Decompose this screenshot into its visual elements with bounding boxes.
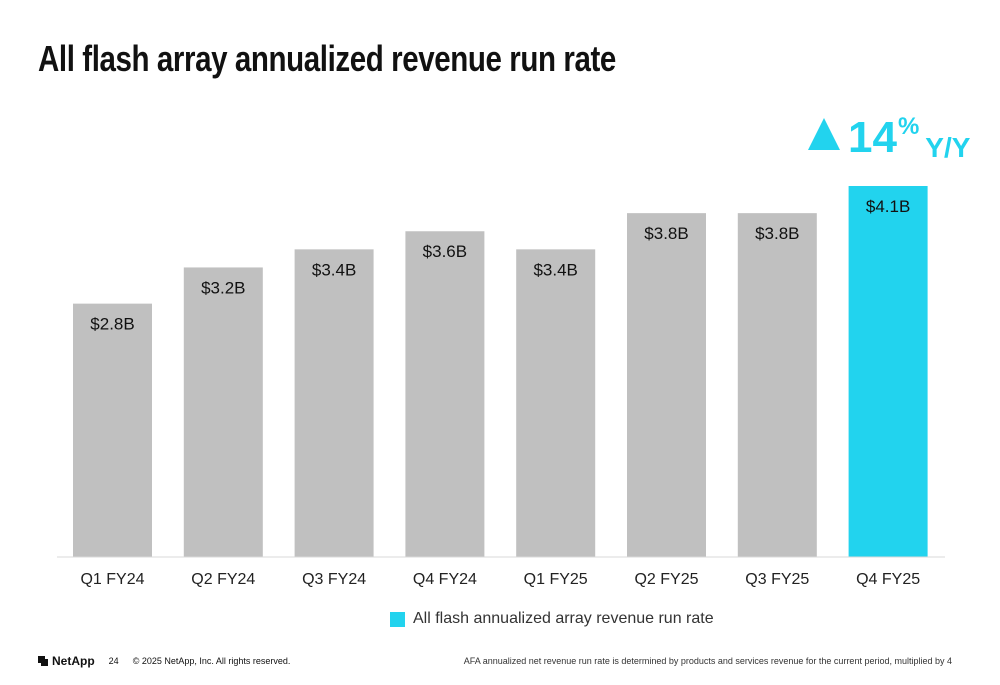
bar-q1-fy24	[73, 303, 152, 557]
data-label: $3.8B	[755, 224, 799, 243]
page-number: 24	[108, 656, 119, 666]
up-arrow-icon	[808, 118, 840, 150]
data-label: $3.2B	[201, 278, 245, 297]
x-tick-label: Q2 FY25	[634, 571, 698, 588]
netapp-logo: NetApp	[38, 654, 95, 668]
bar-q1-fy25	[516, 249, 596, 557]
netapp-logo-icon	[38, 656, 48, 666]
bar-q3-fy24	[294, 249, 374, 557]
x-tick-label: Q4 FY25	[856, 571, 920, 588]
slide-title: All flash array annualized revenue run r…	[38, 38, 616, 79]
chart-legend: All flash annualized array revenue run r…	[390, 610, 714, 628]
copyright: © 2025 NetApp, Inc. All rights reserved.	[132, 656, 291, 666]
x-tick-label: Q3 FY25	[745, 571, 809, 588]
footer-left: NetApp 24 © 2025 NetApp, Inc. All rights…	[38, 654, 290, 668]
data-label: $3.4B	[533, 260, 577, 279]
data-label: $3.8B	[644, 224, 688, 243]
growth-number: 14	[848, 113, 897, 162]
x-tick-label: Q1 FY24	[80, 571, 144, 588]
data-label: $3.6B	[423, 242, 467, 261]
growth-suffix: Y/Y	[925, 132, 971, 163]
data-label: $2.8B	[90, 315, 134, 334]
x-tick-label: Q4 FY24	[413, 571, 477, 588]
data-label: $4.1B	[866, 197, 910, 216]
bar-q3-fy25	[737, 213, 817, 557]
growth-callout: 14 % Y/Y	[808, 112, 970, 168]
bar-q4-fy25	[848, 186, 928, 557]
x-tick-label: Q3 FY24	[302, 571, 366, 588]
legend-swatch	[390, 611, 405, 627]
logo-text: NetApp	[52, 654, 95, 668]
footer-note: AFA annualized net revenue run rate is d…	[463, 656, 952, 666]
growth-percent-sign: %	[897, 113, 920, 140]
legend-label: All flash annualized array revenue run r…	[413, 610, 714, 627]
data-label: $3.4B	[312, 260, 356, 279]
x-tick-label: Q2 FY24	[191, 571, 255, 588]
bar-q4-fy24	[405, 231, 485, 557]
x-tick-label: Q1 FY25	[524, 571, 588, 588]
bar-q2-fy24	[183, 267, 263, 557]
bar-q2-fy25	[627, 213, 706, 557]
bar-chart: $2.8B Q1 FY24 $3.2B Q2 FY24 $3.4B Q3 FY24 $3.6…	[57, 186, 945, 588]
